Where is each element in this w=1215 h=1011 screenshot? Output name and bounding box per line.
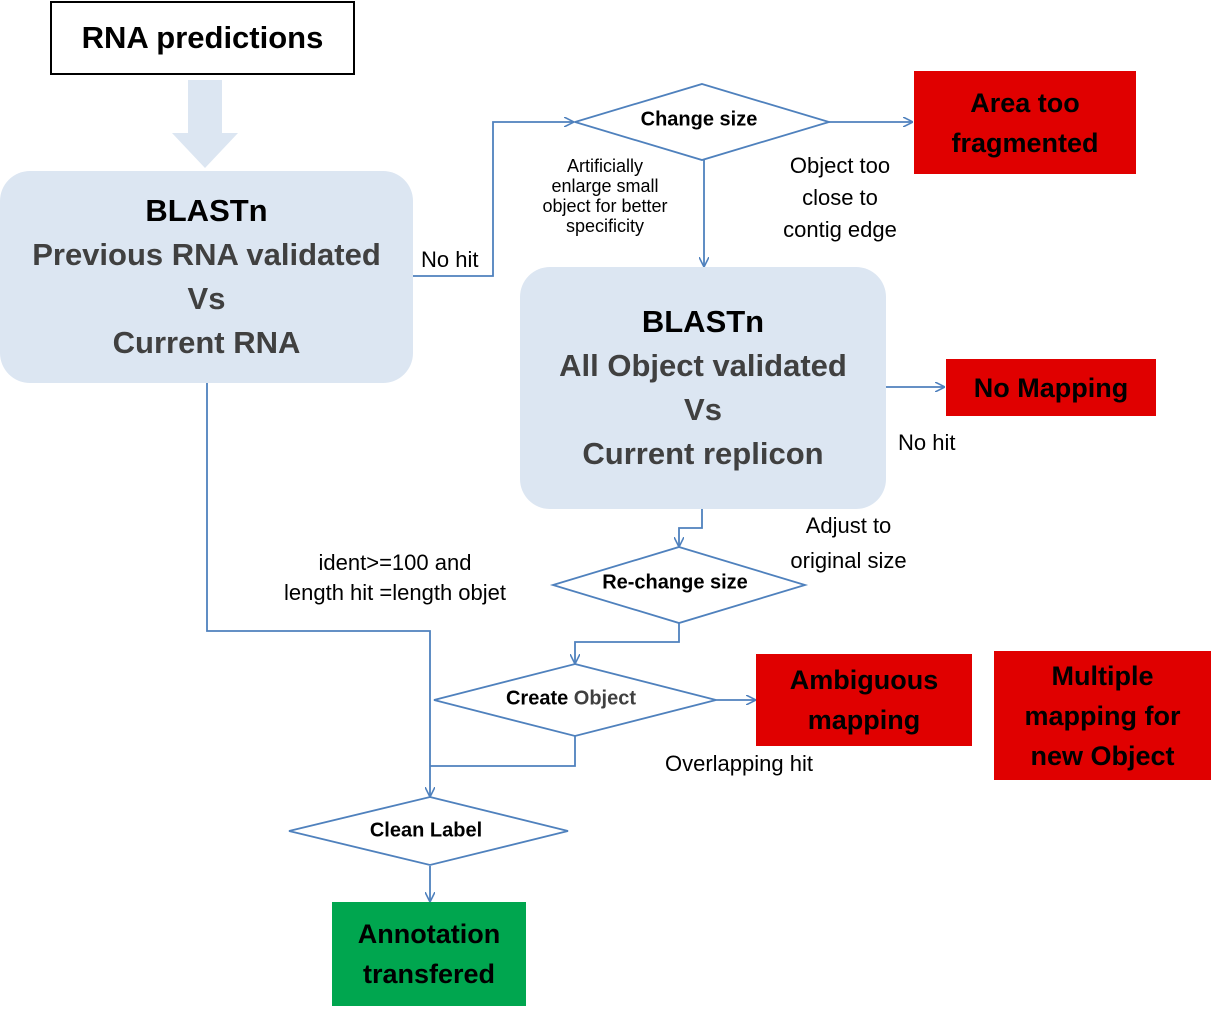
- edge-blast1-clean: [206, 383, 430, 796]
- no-hit-label-1: No hit: [421, 247, 479, 272]
- rechange-size-label: Re-change size: [602, 571, 748, 594]
- adjust-label: Adjust to original size: [790, 513, 907, 573]
- blast2-line2: Vs: [684, 392, 722, 427]
- blast2-line3: Current replicon: [582, 436, 824, 471]
- edge-create-clean: [430, 735, 576, 767]
- decision-change-size: [571, 83, 833, 161]
- blast1-line3: Current RNA: [112, 325, 301, 360]
- create-object-part2: Object: [573, 687, 637, 710]
- edge-blast1-change-size: [413, 122, 573, 277]
- multiple-mapping-box: Multiple mapping for new Object: [994, 651, 1211, 780]
- rna-predictions-box: RNA predictions: [50, 1, 355, 75]
- ident-label: ident>=100 and length hit =length objet: [283, 550, 506, 605]
- no-hit-label-2: No hit: [898, 430, 956, 455]
- blast1-line1: Previous RNA validated: [32, 237, 381, 272]
- blast-previous-rna-box: BLASTn Previous RNA validated Vs Current…: [0, 171, 413, 383]
- block-arrow: [172, 80, 238, 168]
- blast2-line1: All Object validated: [559, 348, 847, 383]
- enlarge-label: Artificially enlarge small object for be…: [542, 156, 668, 236]
- create-object-label: Create Object: [506, 688, 636, 711]
- decision-rechange-size: [549, 546, 809, 624]
- decision-clean-label: [288, 796, 569, 866]
- create-object-part1: Create: [505, 687, 574, 710]
- edge-rechange-create: [575, 623, 680, 663]
- no-mapping-box: No Mapping: [946, 359, 1156, 416]
- blast2-head: BLASTn: [641, 304, 765, 339]
- area-fragmented-box: Area too fragmented: [914, 71, 1136, 174]
- decision-create-object: [433, 663, 717, 737]
- blast1-line2: Vs: [187, 281, 226, 316]
- blast1-head: BLASTn: [145, 193, 268, 228]
- clean-label-label: Clean Label: [369, 819, 483, 842]
- edge-blast2-rechange: [679, 509, 703, 546]
- change-size-label: Change size: [640, 108, 758, 131]
- overlapping-label: Overlapping hit: [665, 751, 813, 776]
- ambiguous-mapping-box: Ambiguous mapping: [756, 654, 972, 746]
- too-close-label: Object too close to contig edge: [783, 153, 897, 242]
- blast-all-object-box: BLASTn All Object validated Vs Current r…: [520, 267, 886, 509]
- annotation-transfered-box: Annotation transfered: [332, 902, 526, 1006]
